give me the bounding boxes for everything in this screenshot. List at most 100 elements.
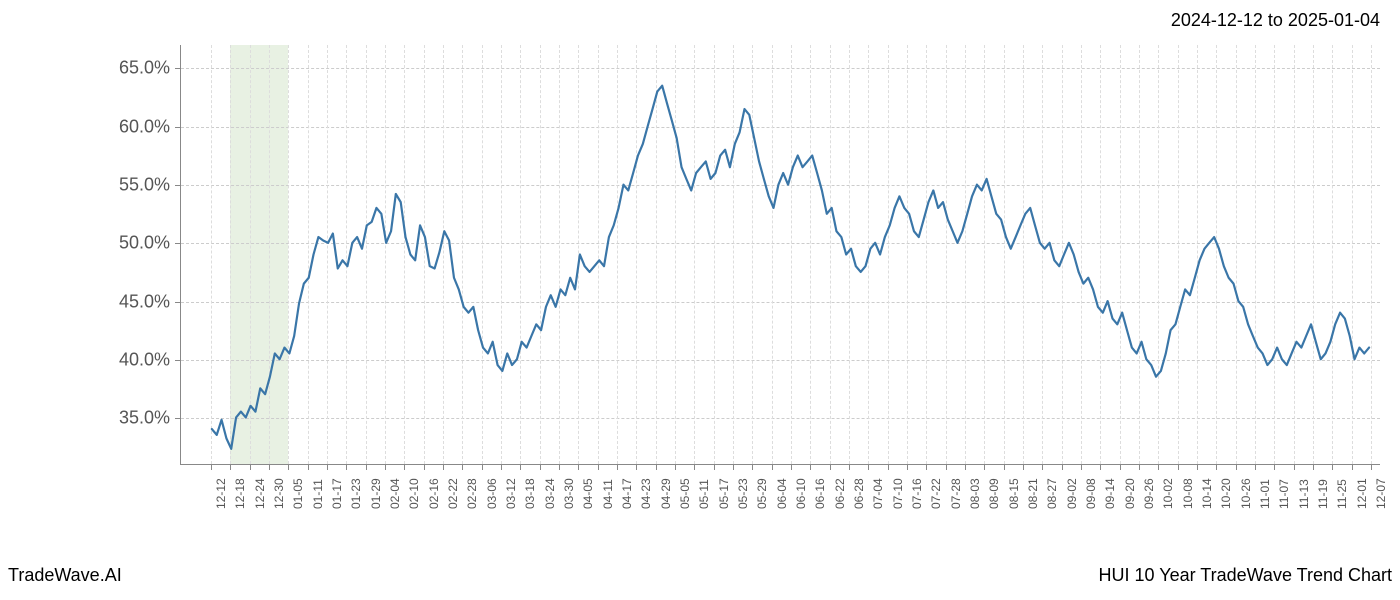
x-tick — [404, 464, 405, 470]
x-axis-label: 08-03 — [968, 478, 982, 509]
x-tick — [1313, 464, 1314, 470]
x-axis-label: 01-11 — [311, 479, 325, 509]
footer-brand: TradeWave.AI — [8, 565, 122, 586]
x-axis-label: 07-10 — [891, 478, 905, 509]
x-axis-label: 05-29 — [755, 478, 769, 509]
x-tick — [211, 464, 212, 470]
x-tick — [733, 464, 734, 470]
x-tick — [656, 464, 657, 470]
x-tick — [443, 464, 444, 470]
x-axis-label: 11-01 — [1258, 479, 1272, 509]
x-axis-label: 10-20 — [1219, 478, 1233, 509]
x-axis-label: 06-04 — [775, 478, 789, 509]
x-axis-label: 12-07 — [1374, 478, 1388, 509]
x-axis-label: 06-10 — [794, 478, 808, 509]
x-axis-label: 03-24 — [543, 478, 557, 509]
x-tick — [791, 464, 792, 470]
x-tick — [1352, 464, 1353, 470]
x-tick — [1371, 464, 1372, 470]
x-axis-label: 05-05 — [678, 478, 692, 509]
x-axis-label: 02-04 — [388, 478, 402, 509]
x-tick — [1274, 464, 1275, 470]
x-axis-label: 05-23 — [736, 478, 750, 509]
x-axis-label: 12-12 — [214, 478, 228, 509]
x-axis-label: 03-18 — [523, 478, 537, 509]
y-axis-label: 40.0% — [119, 350, 170, 371]
x-tick — [984, 464, 985, 470]
x-tick — [288, 464, 289, 470]
x-axis-label: 03-30 — [562, 478, 576, 509]
x-axis-label: 12-01 — [1355, 478, 1369, 509]
x-axis-label: 04-17 — [620, 478, 634, 509]
x-tick — [1042, 464, 1043, 470]
x-axis-label: 08-21 — [1026, 478, 1040, 509]
x-tick — [1081, 464, 1082, 470]
x-tick — [1255, 464, 1256, 470]
y-axis-label: 35.0% — [119, 408, 170, 429]
x-tick — [230, 464, 231, 470]
x-axis-label: 05-11 — [697, 479, 711, 509]
x-tick — [772, 464, 773, 470]
y-axis-label: 55.0% — [119, 175, 170, 196]
x-axis-label: 06-22 — [833, 478, 847, 509]
x-tick — [946, 464, 947, 470]
y-axis-label: 60.0% — [119, 116, 170, 137]
x-tick — [810, 464, 811, 470]
x-tick — [250, 464, 251, 470]
x-axis-label: 03-12 — [504, 478, 518, 509]
x-tick — [1004, 464, 1005, 470]
x-tick — [269, 464, 270, 470]
x-tick — [1332, 464, 1333, 470]
x-axis-label: 11-13 — [1297, 479, 1311, 509]
x-tick — [598, 464, 599, 470]
x-tick — [636, 464, 637, 470]
x-axis-label: 10-14 — [1200, 478, 1214, 509]
line-series — [181, 45, 1380, 464]
x-axis-label: 01-29 — [369, 478, 383, 509]
x-tick — [385, 464, 386, 470]
x-tick — [540, 464, 541, 470]
y-axis-label: 65.0% — [119, 58, 170, 79]
x-axis-label: 07-28 — [949, 478, 963, 509]
x-axis-label: 04-05 — [581, 478, 595, 509]
x-tick — [1120, 464, 1121, 470]
x-tick — [694, 464, 695, 470]
x-axis-label: 08-15 — [1007, 478, 1021, 509]
x-tick — [1216, 464, 1217, 470]
x-axis-label: 05-17 — [717, 478, 731, 509]
x-tick — [1294, 464, 1295, 470]
x-axis-label: 08-27 — [1045, 478, 1059, 509]
x-axis-label: 11-25 — [1335, 479, 1349, 509]
x-axis-label: 11-19 — [1316, 479, 1330, 509]
x-tick — [675, 464, 676, 470]
x-axis-label: 01-05 — [291, 478, 305, 509]
x-axis-label: 09-20 — [1123, 478, 1137, 509]
x-axis-label: 04-23 — [639, 478, 653, 509]
x-tick — [907, 464, 908, 470]
x-tick — [1023, 464, 1024, 470]
x-tick — [888, 464, 889, 470]
x-axis-label: 09-02 — [1065, 478, 1079, 509]
x-tick — [1139, 464, 1140, 470]
x-axis-label: 07-22 — [929, 478, 943, 509]
x-axis-label: 10-26 — [1239, 478, 1253, 509]
x-tick — [617, 464, 618, 470]
x-axis-label: 12-18 — [233, 478, 247, 509]
x-tick — [346, 464, 347, 470]
x-tick — [327, 464, 328, 470]
x-axis-label: 01-17 — [330, 478, 344, 509]
x-axis-label: 11-07 — [1277, 479, 1291, 509]
x-tick — [520, 464, 521, 470]
x-axis-label: 10-08 — [1181, 478, 1195, 509]
x-tick — [1178, 464, 1179, 470]
x-axis-label: 04-29 — [659, 478, 673, 509]
x-axis-label: 12-24 — [253, 478, 267, 509]
x-axis-label: 02-28 — [465, 478, 479, 509]
x-axis-label: 07-04 — [871, 478, 885, 509]
x-tick — [868, 464, 869, 470]
x-axis-label: 12-30 — [272, 478, 286, 509]
x-tick — [926, 464, 927, 470]
x-tick — [366, 464, 367, 470]
x-tick — [424, 464, 425, 470]
y-axis-label: 45.0% — [119, 291, 170, 312]
